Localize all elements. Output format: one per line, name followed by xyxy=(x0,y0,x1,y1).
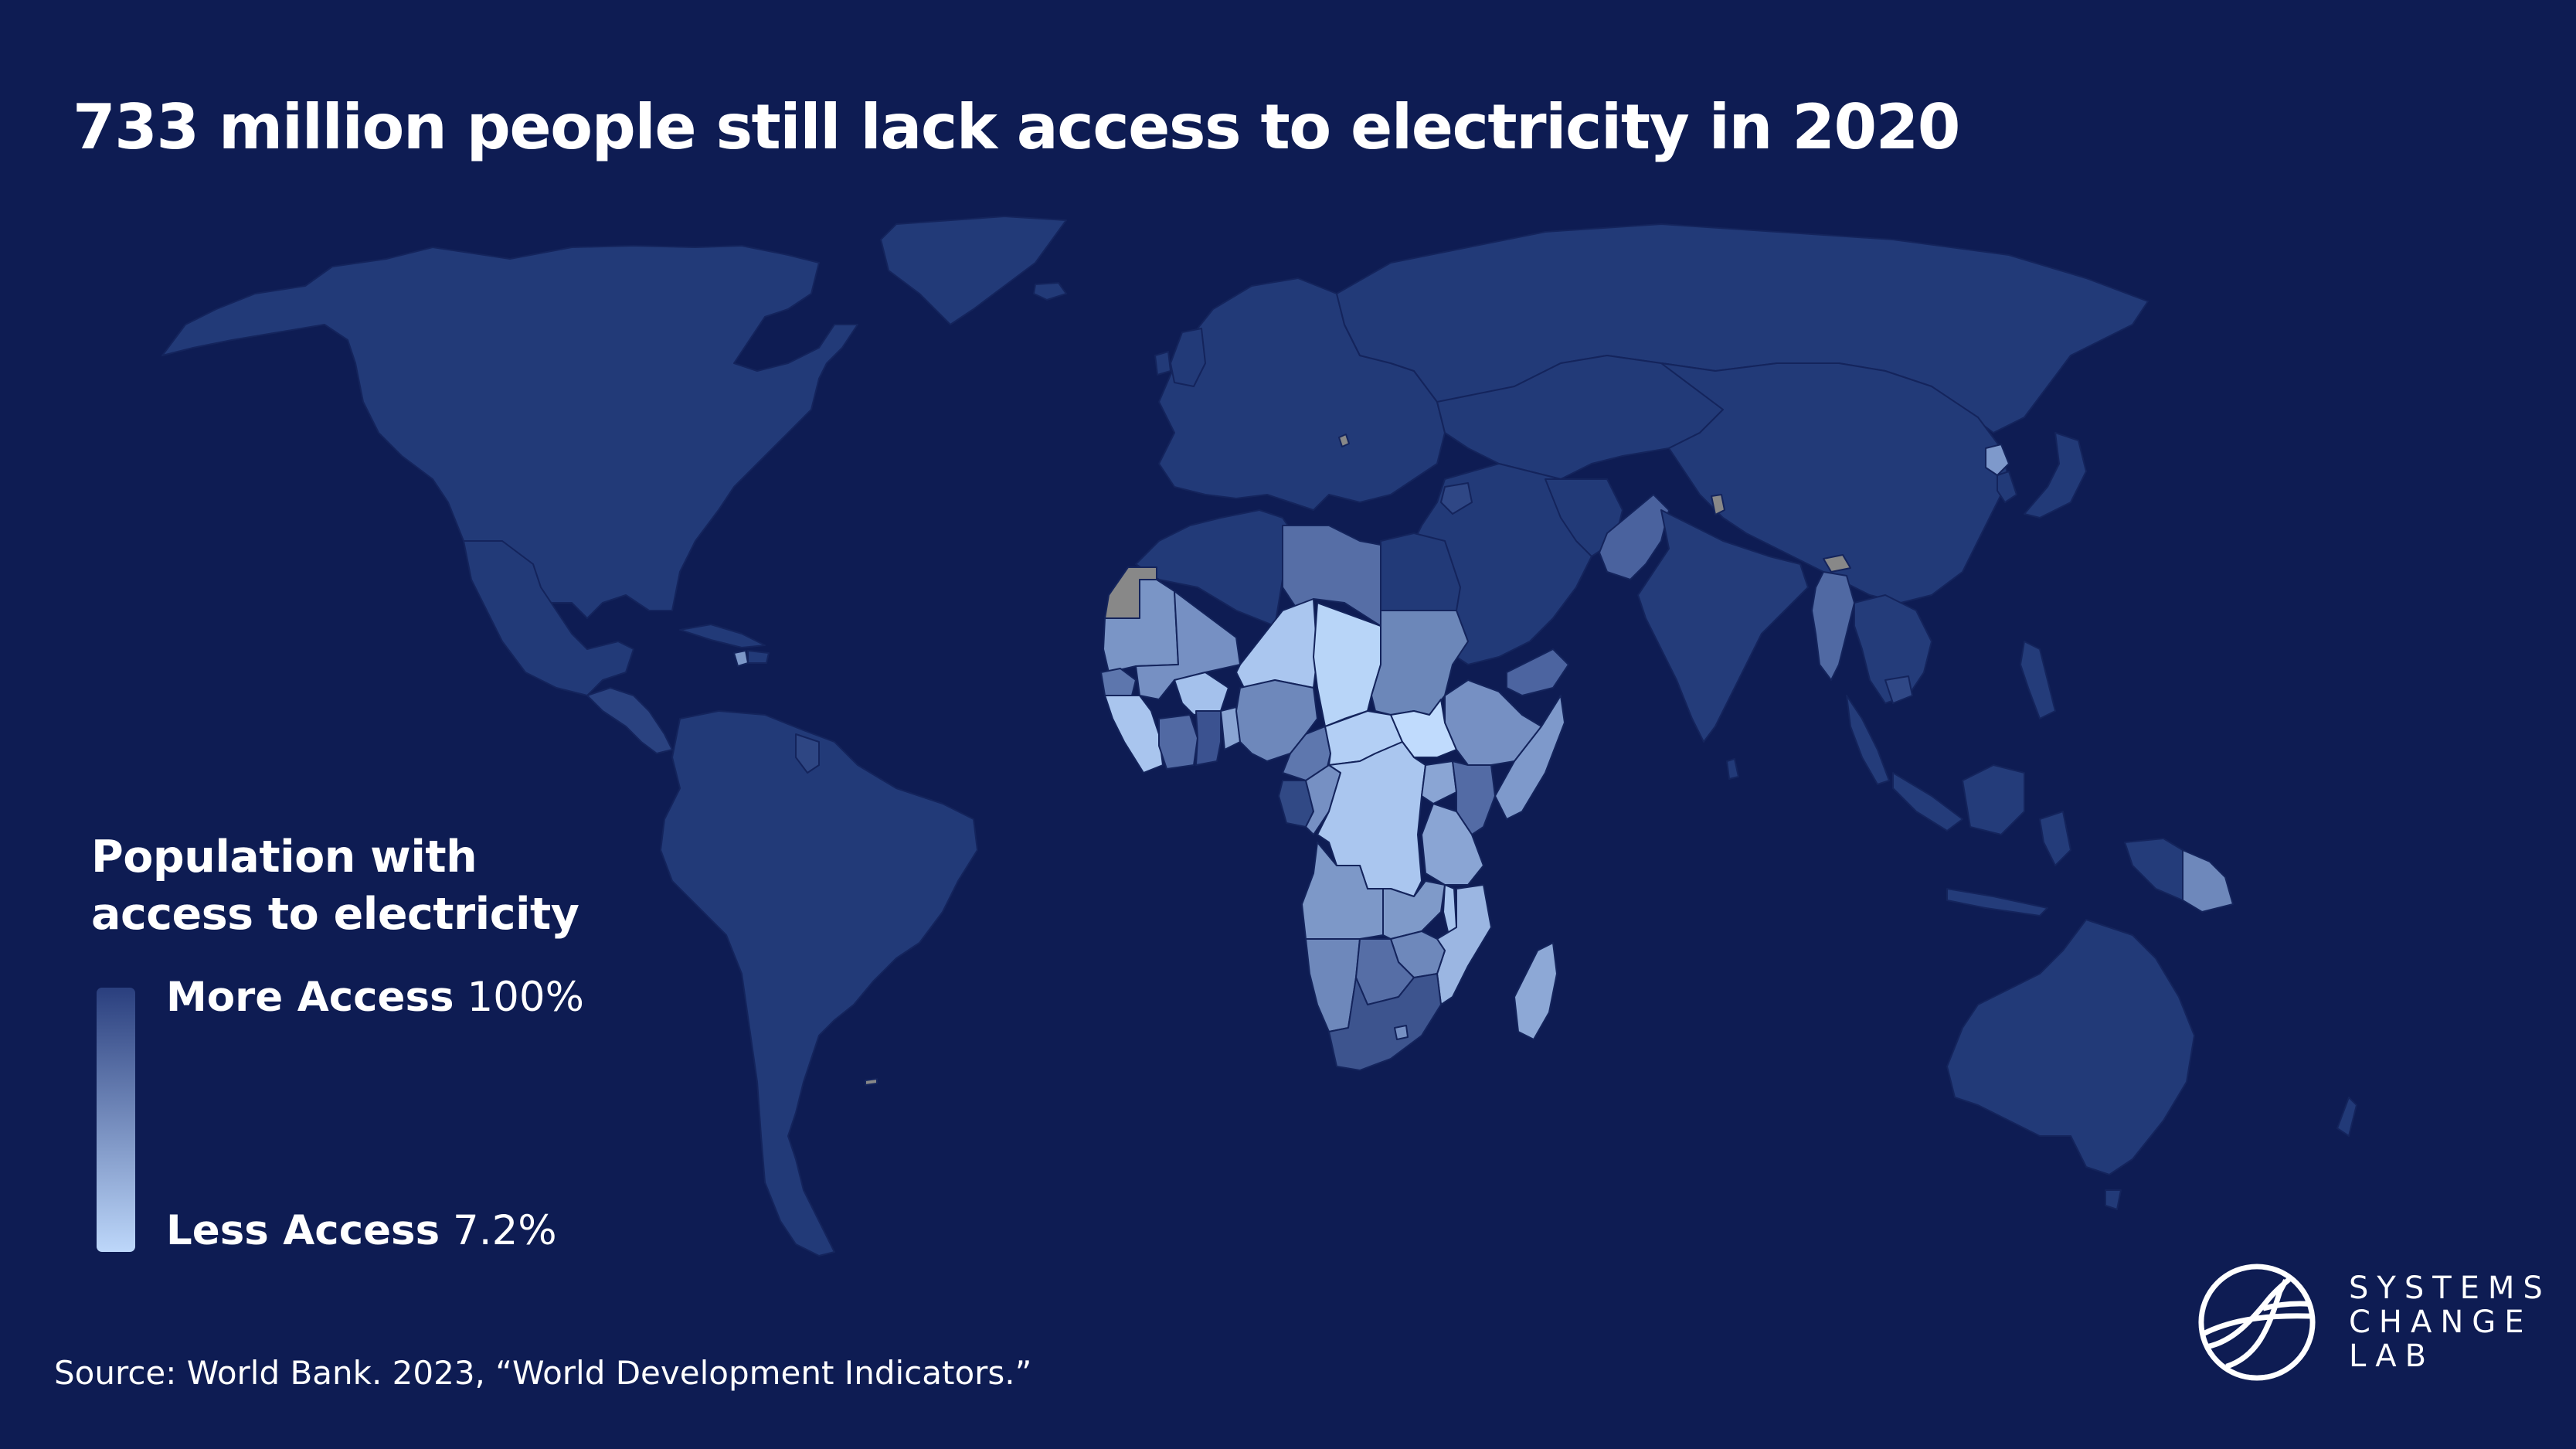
region-cambodia xyxy=(1884,675,1913,704)
region-angola xyxy=(1301,842,1384,940)
region-indonesia xyxy=(1892,764,2071,917)
region-mali xyxy=(1135,590,1241,700)
logo-wordmark: SYSTEMS CHANGE LAB xyxy=(2349,1271,2551,1373)
page-title: 733 million people still lack access to … xyxy=(73,91,1960,163)
region-madagascar xyxy=(1514,942,1558,1040)
region-kosovo xyxy=(1338,434,1350,447)
region-ghana xyxy=(1195,710,1222,766)
region-west-papua xyxy=(2124,838,2183,901)
legend-max-label: More Access 100% xyxy=(166,974,584,1021)
systems-change-lab-logo: SYSTEMS CHANGE LAB xyxy=(2196,1261,2551,1383)
legend-min-label: Less Access 7.2% xyxy=(166,1207,557,1254)
logo-line2: CHANGE xyxy=(2349,1304,2533,1340)
region-north-korea xyxy=(1985,444,2010,476)
region-aksai-chin xyxy=(1711,494,1725,515)
region-india xyxy=(1637,509,1809,743)
region-new-zealand xyxy=(2336,1097,2357,1137)
globe-wave-logo-icon xyxy=(2198,1264,2316,1381)
region-burkina-faso xyxy=(1174,672,1229,716)
region-guinea-sl-liberia xyxy=(1104,695,1164,774)
logo-line3: LAB xyxy=(2349,1338,2435,1374)
region-haiti xyxy=(733,650,749,667)
region-south-america xyxy=(660,710,978,1257)
region-tasmania xyxy=(2105,1189,2122,1210)
legend-title-line1: Population with xyxy=(91,832,477,883)
region-malawi xyxy=(1443,884,1457,936)
region-sri-lanka xyxy=(1726,758,1739,780)
region-tanzania xyxy=(1421,803,1484,886)
region-europe xyxy=(1158,277,1446,511)
region-guyana xyxy=(795,733,820,774)
region-falklands xyxy=(865,1078,878,1086)
region-cuba xyxy=(679,624,766,648)
legend-min-value: 7.2% xyxy=(453,1207,557,1254)
region-greenland xyxy=(880,216,1067,325)
region-dominican-rep xyxy=(747,650,770,664)
region-japan xyxy=(2024,432,2087,519)
region-australia xyxy=(1946,919,2195,1175)
region-malay-peninsula xyxy=(1846,695,1890,785)
legend-gradient-bar xyxy=(97,988,135,1252)
region-senegal xyxy=(1100,668,1137,696)
source-citation: Source: World Bank. 2023, “World Develop… xyxy=(54,1354,1032,1392)
region-south-korea xyxy=(1997,471,2017,503)
legend-title: Population with access to electricity xyxy=(91,828,579,943)
region-ireland xyxy=(1154,351,1171,376)
legend-max-text: More Access xyxy=(166,974,454,1021)
region-myanmar xyxy=(1811,571,1855,681)
region-somalia xyxy=(1494,695,1565,820)
logo-line1: SYSTEMS xyxy=(2349,1270,2551,1306)
region-papua-new-guinea xyxy=(2182,849,2234,913)
region-south-africa xyxy=(1328,973,1442,1071)
region-syria xyxy=(1440,482,1473,515)
region-china xyxy=(1660,362,2010,604)
region-central-america xyxy=(586,687,673,754)
region-mexico xyxy=(463,540,634,696)
region-iceland xyxy=(1033,282,1067,301)
region-kenya xyxy=(1452,760,1496,835)
region-chad xyxy=(1313,602,1381,727)
legend-title-line2: access to electricity xyxy=(91,889,579,940)
region-yemen xyxy=(1506,648,1569,696)
legend-min-text: Less Access xyxy=(166,1207,440,1254)
legend-max-value: 100% xyxy=(467,974,584,1021)
region-lesotho xyxy=(1394,1025,1409,1040)
region-north-america xyxy=(161,245,858,619)
region-cote-divoire xyxy=(1158,714,1198,770)
region-philippines xyxy=(2020,641,2056,719)
region-arunachal xyxy=(1823,554,1851,573)
region-zambia xyxy=(1367,880,1446,940)
region-uganda xyxy=(1421,760,1457,804)
region-pakistan xyxy=(1599,494,1670,580)
legend: Population with access to electricity Mo… xyxy=(91,828,584,1254)
region-uk xyxy=(1170,328,1206,387)
